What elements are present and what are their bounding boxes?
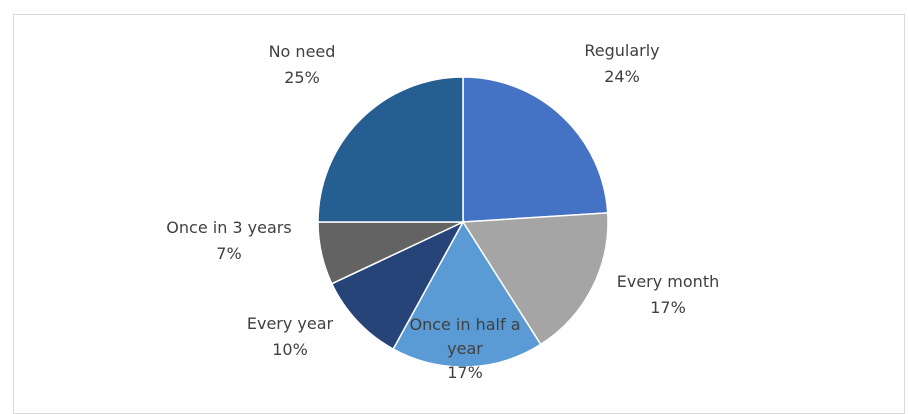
percent-label: 7% <box>216 244 241 263</box>
data-label-once-in-3-years: Once in 3 years 7% <box>166 218 291 263</box>
category-label: Once in half a <box>409 315 520 334</box>
percent-label: 10% <box>272 340 308 359</box>
data-label-regularly: Regularly 24% <box>584 41 659 86</box>
percent-label: 17% <box>447 363 483 382</box>
percent-label: 17% <box>650 298 686 317</box>
pie-chart: Regularly 24%Every month 17%Once in half a… <box>166 41 719 382</box>
data-label-once-in-half-a-year: Once in half a year 17% <box>409 315 520 382</box>
category-label: Regularly <box>584 41 659 60</box>
pie-slice-regularly <box>462 76 609 223</box>
pie-slice-every-month <box>461 212 609 346</box>
pie-slice-once-in-half-a-year <box>392 220 542 368</box>
pie-labels: Regularly 24%Every month 17%Once in half a… <box>166 41 719 382</box>
percent-label: 25% <box>284 68 320 87</box>
category-label: year <box>447 339 483 358</box>
data-label-every-year: Every year 10% <box>247 314 334 359</box>
pie-slice-every-year <box>330 220 465 351</box>
data-label-every-month: Every month 17% <box>617 272 719 317</box>
category-label: Every year <box>247 314 334 333</box>
data-label-no-need: No need 25% <box>269 42 336 87</box>
percent-label: 24% <box>604 67 640 86</box>
pie-slice-no-need <box>317 76 464 223</box>
category-label: Every month <box>617 272 719 291</box>
category-label: Once in 3 years <box>166 218 291 237</box>
category-label: No need <box>269 42 336 61</box>
pie-slices <box>317 76 609 368</box>
